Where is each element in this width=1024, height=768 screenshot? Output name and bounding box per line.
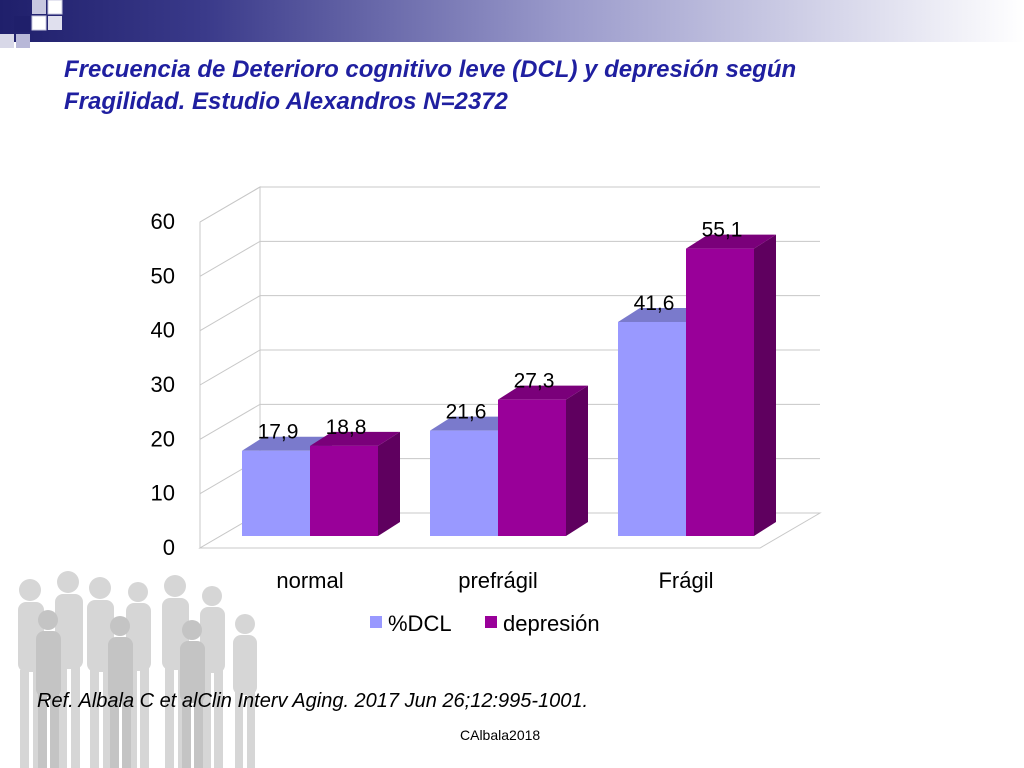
x-tick-label: normal [276,568,343,593]
legend-swatch [370,616,382,628]
bar-depresion-2 [686,234,776,536]
data-label: 18,8 [326,416,367,439]
y-tick-label: 0 [163,535,175,560]
bar-depresion-1 [498,385,588,536]
gridline [199,240,820,277]
legend-item-dcl: %DCL [370,611,452,636]
data-label: 41,6 [634,292,675,315]
gridline [199,295,820,332]
slide-title: Frecuencia de Deterioro cognitivo leve (… [64,54,964,118]
y-tick-label: 50 [151,263,175,288]
y-tick-label: 30 [151,372,175,397]
corner-squares-decoration [0,0,63,48]
chart-bars [242,234,776,536]
legend-swatch [485,616,497,628]
data-label: 21,6 [446,401,487,424]
slide-title-line-1: Frecuencia de Deterioro cognitivo leve (… [64,56,797,83]
chart-legend: %DCL depresión [370,611,600,636]
footer-credit: CAlbala2018 [460,727,541,743]
y-tick-label: 10 [151,481,175,506]
y-tick-label: 20 [151,426,175,451]
x-axis-labels: normal prefrágil Frágil [276,568,713,593]
legend-label: %DCL [388,611,452,636]
data-label: 55,1 [702,219,743,242]
legend-item-depresion: depresión [485,611,600,636]
data-label: 27,3 [514,370,555,393]
header-gradient-bar [0,0,1024,42]
data-label: 17,9 [258,421,299,444]
x-tick-label: Frágil [658,568,713,593]
legend-label: depresión [503,611,600,636]
data-labels: 17,9 18,8 21,6 27,3 41,6 55,1 [258,219,743,444]
bar-depresion-0 [310,431,400,536]
y-tick-label: 40 [151,318,175,343]
y-axis-ticks: 0 10 20 30 40 50 60 [151,209,175,560]
y-tick-label: 60 [151,209,175,234]
slide-title-line-2: Fragilidad. Estudio Alexandros N=2372 [64,88,508,115]
reference-citation: Ref. Albala C et alClin Interv Aging. 20… [37,690,589,712]
chart-gridlines [199,186,820,495]
x-tick-label: prefrágil [458,568,537,593]
people-silhouettes-decoration [18,571,257,768]
gridline [199,186,820,223]
